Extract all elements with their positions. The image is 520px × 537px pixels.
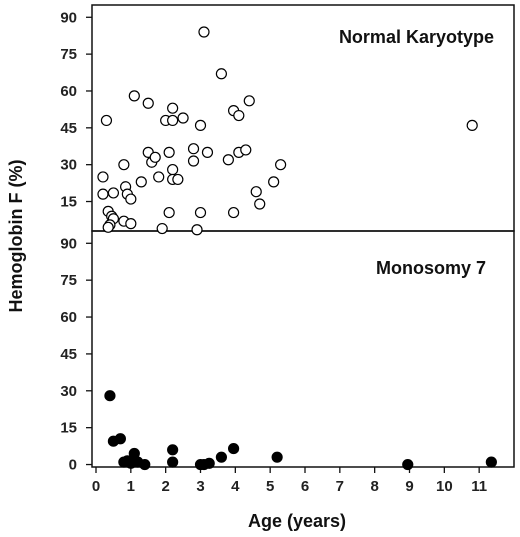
y-tick-label: 45 (60, 120, 77, 137)
normal-karyotype-point (177, 112, 189, 124)
normal-karyotype-point (153, 171, 165, 183)
x-tick-label: 10 (436, 478, 453, 495)
y-tick-label: 75 (60, 272, 77, 289)
y-tick-label: 15 (60, 420, 77, 437)
normal-karyotype-point (142, 97, 154, 109)
normal-karyotype-point (198, 26, 210, 38)
normal-karyotype-point (156, 222, 168, 235)
normal-karyotype-point (118, 159, 130, 171)
x-tick-label: 8 (370, 478, 378, 495)
normal-karyotype-point (172, 173, 184, 186)
monosomy7-point (227, 442, 240, 455)
normal-karyotype-point (149, 151, 161, 163)
normal-karyotype-point (100, 114, 113, 127)
normal-karyotype-point (167, 114, 179, 127)
normal-karyotype-point (107, 187, 120, 199)
y-tick-label: 0 (69, 457, 77, 474)
y-tick-label: 30 (60, 383, 77, 400)
normal-karyotype-point (102, 221, 114, 233)
normal-karyotype-point (240, 144, 252, 156)
y-tick-label: 30 (60, 157, 77, 174)
normal-karyotype-point (97, 188, 109, 200)
normal-karyotype-point (250, 186, 262, 198)
x-tick-label: 7 (336, 478, 344, 495)
monosomy7-point (203, 457, 215, 469)
y-axis-title: Hemoglobin F (%) (6, 160, 26, 313)
y-tick-label: 45 (60, 346, 77, 363)
panel-title-monosomy-7: Monosomy 7 (376, 258, 486, 278)
normal-karyotype-point (275, 159, 287, 171)
normal-karyotype-point (125, 193, 137, 205)
monosomy7-point (167, 444, 179, 456)
monosomy7-point (167, 456, 179, 468)
y-tick-label: 90 (60, 235, 77, 252)
x-tick-label: 11 (471, 478, 487, 495)
data-points (97, 26, 497, 471)
y-tick-label: 75 (60, 46, 77, 63)
normal-karyotype-point (222, 154, 234, 166)
normal-karyotype-point (254, 198, 266, 210)
monosomy7-point (114, 433, 126, 445)
normal-karyotype-point (163, 206, 175, 219)
x-tick-label: 4 (231, 478, 240, 495)
normal-karyotype-point (187, 155, 200, 167)
normal-karyotype-point (194, 206, 207, 219)
panel-title-normal-karyotype: Normal Karyotype (339, 27, 494, 47)
y-tick-label: 90 (60, 9, 77, 26)
monosomy7-point (139, 458, 151, 471)
y-tick-label: 60 (60, 83, 77, 100)
monosomy7-point (215, 451, 227, 463)
normal-karyotype-point (128, 90, 140, 102)
x-tick-label: 5 (266, 478, 274, 495)
normal-karyotype-point (243, 95, 255, 107)
monosomy7-point (485, 456, 497, 468)
normal-karyotype-point (466, 119, 478, 131)
normal-karyotype-point (135, 176, 147, 188)
x-axis-title: Age (years) (248, 511, 346, 531)
normal-karyotype-point (194, 119, 207, 131)
y-tick-label: 15 (60, 194, 77, 211)
bottom-panel-frame (91, 230, 515, 468)
x-tick-label: 3 (196, 478, 204, 495)
y-tick-label: 60 (60, 309, 77, 326)
normal-karyotype-point (163, 146, 175, 158)
normal-karyotype-point (215, 68, 227, 80)
x-tick-label: 0 (92, 478, 100, 495)
normal-karyotype-point (268, 176, 280, 188)
normal-karyotype-point (97, 171, 109, 183)
normal-karyotype-point (125, 218, 137, 230)
normal-karyotype-point (167, 102, 179, 114)
x-tick-label: 6 (301, 478, 309, 495)
monosomy7-point (104, 390, 116, 402)
x-tick-label: 9 (405, 478, 413, 495)
normal-karyotype-point (227, 206, 240, 219)
x-tick-label: 2 (161, 478, 169, 495)
monosomy7-point (271, 451, 283, 463)
monosomy7-point (402, 458, 414, 471)
normal-karyotype-point (187, 143, 200, 155)
normal-karyotype-point (201, 146, 214, 158)
x-tick-label: 1 (127, 478, 135, 495)
normal-karyotype-point (191, 224, 203, 236)
normal-karyotype-point (167, 163, 179, 176)
normal-karyotype-point (233, 109, 245, 122)
